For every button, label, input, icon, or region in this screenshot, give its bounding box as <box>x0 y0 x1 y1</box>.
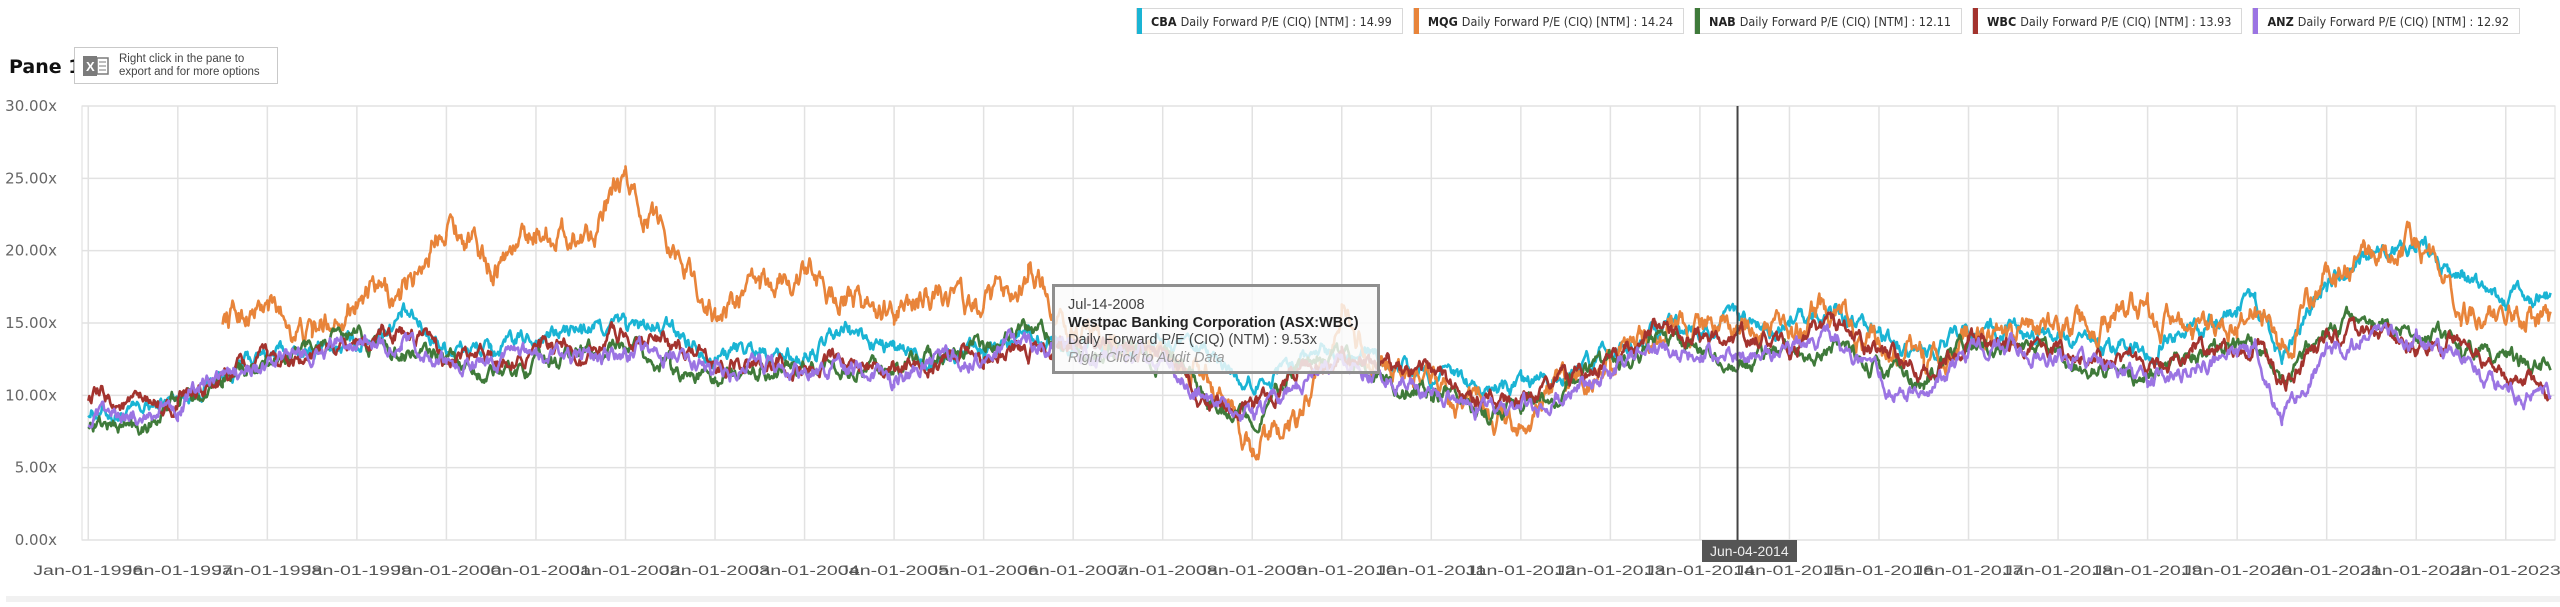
x-tick-label: Jan-01-2022 <box>2361 563 2471 578</box>
excel-export-icon: X <box>83 55 109 77</box>
y-tick-label: 20.00x <box>5 242 57 260</box>
svg-text:X: X <box>86 59 95 74</box>
data-tooltip: Jul-14-2008 Westpac Banking Corporation … <box>1052 284 1380 374</box>
x-tick-label: Jan-01-2018 <box>2003 563 2113 578</box>
legend: CBA Daily Forward P/E (CIQ) [NTM] : 14.99… <box>1136 8 2520 34</box>
legend-ticker: WBC <box>1986 13 2017 29</box>
x-tick-label: Jan-01-2014 <box>1645 563 1756 578</box>
x-tick-label: Jan-01-2001 <box>481 563 591 578</box>
legend-ticker: MQG <box>1427 13 1458 29</box>
x-tick-label: Jan-01-2007 <box>1018 563 1128 578</box>
legend-item-mqg[interactable]: MQG Daily Forward P/E (CIQ) [NTM] : 14.24 <box>1412 8 1685 34</box>
legend-item-wbc[interactable]: WBC Daily Forward P/E (CIQ) [NTM] : 13.93 <box>1971 8 2243 34</box>
x-tick-label: Jan-01-2000 <box>391 563 501 578</box>
x-tick-label: Jan-01-2013 <box>1555 563 1665 578</box>
x-tick-label: Jan-01-1998 <box>212 563 322 578</box>
x-tick-label: Jan-01-2015 <box>1734 563 1844 578</box>
legend-swatch <box>1695 8 1701 34</box>
legend-swatch <box>1972 8 1978 34</box>
export-hint-box[interactable]: X Right click in the pane to export and … <box>74 47 278 84</box>
x-tick-label: Jan-01-2002 <box>570 563 680 578</box>
legend-item-anz[interactable]: ANZ Daily Forward P/E (CIQ) [NTM] : 12.92 <box>2252 8 2520 34</box>
tooltip-company: Westpac Banking Corporation (ASX:WBC) <box>1068 314 1359 331</box>
legend-label: Daily Forward P/E (CIQ) [NTM] : 12.11 <box>1739 13 1951 29</box>
tooltip-date: Jul-14-2008 <box>1068 297 1145 313</box>
y-tick-label: 10.00x <box>5 386 57 404</box>
legend-ticker: NAB <box>1709 13 1736 29</box>
y-tick-label: 30.00x <box>5 97 57 115</box>
legend-swatch <box>1413 8 1419 34</box>
x-tick-label: Jan-01-1997 <box>123 563 233 578</box>
tooltip-audit-hint: Right Click to Audit Data <box>1068 349 1225 366</box>
y-tick-label: 0.00x <box>15 531 57 549</box>
legend-swatch <box>2253 8 2259 34</box>
x-tick-label: Jan-01-2019 <box>2093 563 2203 578</box>
x-tick-label: Jan-01-1999 <box>302 563 412 578</box>
legend-item-cba[interactable]: CBA Daily Forward P/E (CIQ) [NTM] : 14.99 <box>1136 8 1403 34</box>
x-tick-label: Jan-01-2008 <box>1108 563 1218 578</box>
x-tick-label: Jan-01-1996 <box>33 563 143 578</box>
legend-label: Daily Forward P/E (CIQ) [NTM] : 14.99 <box>1180 13 1392 29</box>
series-line-mqg <box>221 165 2552 461</box>
pane-title: Pane 1 <box>9 56 82 78</box>
x-tick-label: Jan-01-2009 <box>1197 563 1307 578</box>
x-axis: Jan-01-1996Jan-01-1997Jan-01-1998Jan-01-… <box>33 563 2560 578</box>
legend-label: Daily Forward P/E (CIQ) [NTM] : 13.93 <box>2020 13 2232 29</box>
horizontal-scrollbar[interactable] <box>6 596 2560 602</box>
x-tick-label: Jan-01-2020 <box>2182 563 2292 578</box>
y-tick-label: 5.00x <box>15 459 57 477</box>
x-tick-label: Jan-01-2012 <box>1466 563 1576 578</box>
x-tick-label: Jan-01-2006 <box>929 563 1039 578</box>
y-tick-label: 25.00x <box>5 169 57 187</box>
legend-swatch <box>1137 8 1143 34</box>
legend-ticker: CBA <box>1151 13 1177 29</box>
legend-label: Daily Forward P/E (CIQ) [NTM] : 12.92 <box>2297 13 2509 29</box>
legend-item-nab[interactable]: NAB Daily Forward P/E (CIQ) [NTM] : 12.11 <box>1694 8 1962 34</box>
tooltip-metric: Daily Forward P/E (CIQ) (NTM) : 9.53x <box>1068 332 1317 348</box>
x-tick-label: Jan-01-2017 <box>1914 563 2024 578</box>
x-tick-label: Jan-01-2003 <box>660 563 770 578</box>
y-tick-label: 15.00x <box>5 314 57 332</box>
crosshair-date-label: Jun-04-2014 <box>1702 540 1797 562</box>
x-tick-label: Jan-01-2011 <box>1376 563 1486 578</box>
legend-label: Daily Forward P/E (CIQ) [NTM] : 14.24 <box>1461 13 1674 29</box>
x-tick-label: Jan-01-2023 <box>2451 563 2560 578</box>
x-tick-label: Jan-01-2005 <box>839 563 949 578</box>
export-hint-text: Right click in the pane to export and fo… <box>119 52 260 78</box>
legend-ticker: ANZ <box>2267 13 2294 29</box>
x-tick-label: Jan-01-2004 <box>750 563 861 578</box>
x-tick-label: Jan-01-2016 <box>1824 563 1934 578</box>
y-axis: 0.00x 5.00x 10.00x 15.00x 20.00x 25.00x 30.00x <box>5 97 57 549</box>
x-tick-label: Jan-01-2010 <box>1287 563 1397 578</box>
x-tick-label: Jan-01-2021 <box>2272 563 2382 578</box>
